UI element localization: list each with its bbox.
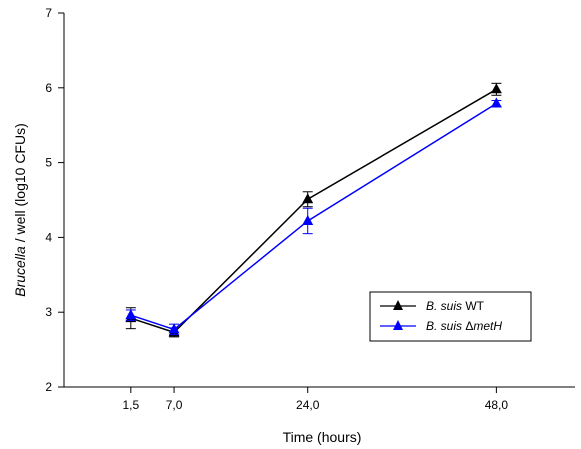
data-point <box>490 97 502 108</box>
ticks: 2 3 4 5 6 7 1,5 7,0 24,0 48,0 <box>45 6 508 412</box>
y-tick-label: 3 <box>45 305 52 319</box>
legend: B. suis WT B. suis ΔmetH <box>369 291 532 342</box>
x-tick-label: 48,0 <box>485 398 509 412</box>
y-tick-label: 5 <box>45 156 52 170</box>
x-axis-title: Time (hours) <box>283 429 362 445</box>
x-tick-label: 24,0 <box>296 398 320 412</box>
axes <box>63 13 575 388</box>
y-axis-title-italic: Brucella <box>12 246 28 297</box>
series-line-0 <box>130 88 497 334</box>
series-line-1 <box>130 102 497 331</box>
legend-label-meth: B. suis ΔmetH <box>426 319 502 333</box>
legend-marker-meth <box>393 320 403 330</box>
y-axis-title-rest: / well (log10 CFUs) <box>12 123 28 246</box>
series-group <box>125 82 502 338</box>
data-point <box>302 214 314 225</box>
x-tick-label: 1,5 <box>122 398 139 412</box>
y-tick-label: 2 <box>45 380 52 394</box>
x-tick-label: 7,0 <box>166 398 183 412</box>
legend-marker-wt <box>393 300 403 310</box>
data-point <box>490 83 502 94</box>
data-point <box>125 309 137 320</box>
legend-box <box>369 291 532 342</box>
legend-label-wt: B. suis WT <box>426 299 485 313</box>
data-point <box>302 193 314 204</box>
data-point <box>168 323 180 334</box>
y-tick-label: 7 <box>45 6 52 20</box>
y-tick-label: 4 <box>45 230 52 244</box>
y-axis-title: Brucella / well (log10 CFUs) <box>12 123 28 297</box>
y-tick-label: 6 <box>45 81 52 95</box>
